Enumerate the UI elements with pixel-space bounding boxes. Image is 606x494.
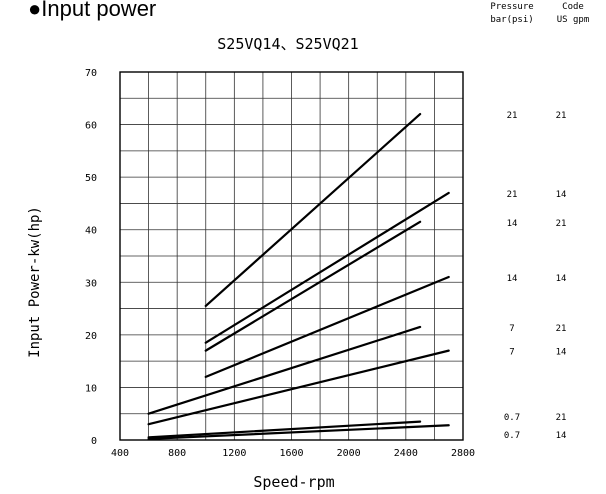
chart-title: S25VQ14、S25VQ21 [217,35,358,53]
legend-pressure: 7 [509,324,514,334]
pressure-header-line2: bar(psi) [490,15,533,25]
legend-pressure: 7 [509,348,514,358]
x-tick-label: 2000 [337,448,361,459]
y-tick-label: 60 [85,121,97,132]
x-axis-label: Speed-rpm [253,473,334,491]
x-tick-label: 2800 [451,448,475,459]
series-line [204,275,450,379]
legend-code: 21 [556,324,567,334]
x-tick-label: 400 [111,448,129,459]
legend-code: 14 [556,190,567,200]
x-tick-label: 1600 [279,448,303,459]
legend-code: 14 [556,431,567,441]
legend-pressure: 0.7 [504,431,520,441]
x-tick-label: 1200 [222,448,246,459]
plot-grid [119,71,464,441]
y-tick-label: 70 [85,68,97,79]
bullet-icon: ● [28,0,42,21]
y-tick-label: 0 [91,436,97,447]
y-tick-label: 30 [85,278,97,289]
legend-pressure: 14 [507,274,518,284]
y-axis-label: Input Power-kw(hp) [27,206,43,358]
legend-pressure: 21 [507,111,518,121]
legend-code: 14 [556,348,567,358]
series-line [204,220,422,352]
legend-code: 21 [556,219,567,229]
legend-code: 21 [556,413,567,423]
x-tick-label: 2400 [394,448,418,459]
series-lines [147,112,450,441]
legend-pressure: 14 [507,219,518,229]
series-line [147,349,450,426]
series-line [204,191,450,344]
pressure-code-table: 21 21 21 14 14 21 14 14 7 21 7 14 0.7 21 0.7 14 [504,111,567,441]
y-tick-labels: 0 10 20 30 40 50 60 70 [85,68,97,447]
code-header-line2: US gpm [557,15,590,25]
y-tick-label: 10 [85,383,97,394]
legend-pressure: 0.7 [504,413,520,423]
legend-code: 14 [556,274,567,284]
x-tick-label: 800 [168,448,186,459]
y-tick-label: 40 [85,226,97,237]
series-line [147,420,422,439]
legend-pressure: 21 [507,190,518,200]
series-line [147,424,450,441]
heading-row: ●Input power [28,0,156,22]
legend-code: 21 [556,111,567,121]
pressure-header-line1: Pressure [490,2,533,12]
x-tick-labels: 400 800 1200 1600 2000 2400 2800 [111,448,475,459]
page-heading: Input power [41,0,157,21]
series-line [147,325,422,415]
y-tick-label: 20 [85,331,97,342]
code-header-line1: Code [562,2,584,12]
series-line [204,112,422,308]
y-tick-label: 50 [85,173,97,184]
plot-frame [119,71,464,441]
